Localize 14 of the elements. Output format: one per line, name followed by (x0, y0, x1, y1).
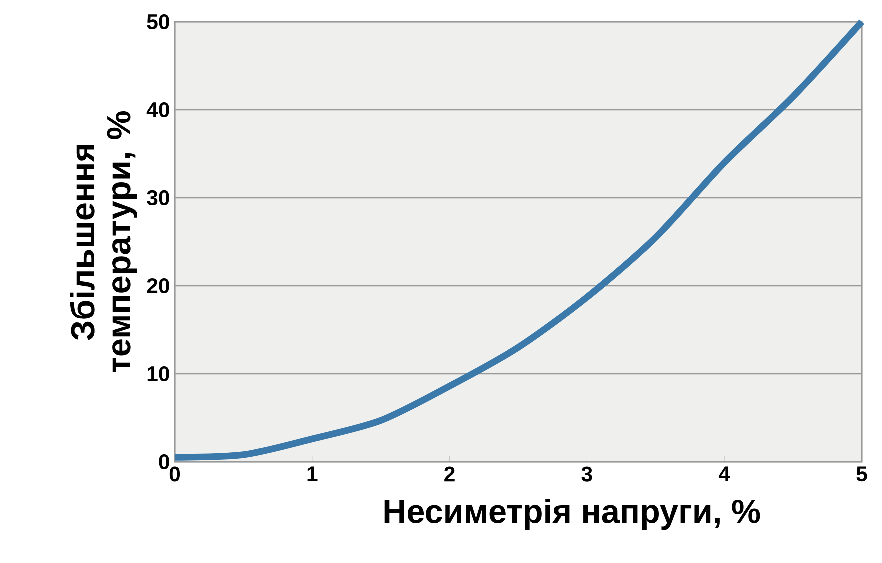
x-tick-label: 3 (582, 466, 592, 482)
x-tick-label: 1 (308, 466, 318, 482)
y-tick-label: 30 (147, 190, 170, 206)
y-tick-label: 0 (159, 454, 170, 470)
y-tick-label: 40 (146, 102, 170, 118)
y-tick-label: 20 (147, 278, 170, 294)
y-tick-label: 10 (148, 366, 170, 382)
x-tick-label: 2 (444, 466, 455, 482)
x-tick-label: 4 (718, 466, 730, 482)
x-axis-title: Несиметрія напруги, % (384, 498, 760, 530)
y-axis-title: Збільшення температури, % (70, 111, 138, 372)
y-tick-label: 50 (147, 14, 170, 30)
x-tick-label: 5 (856, 466, 868, 482)
x-tick-label: 0 (170, 466, 180, 482)
